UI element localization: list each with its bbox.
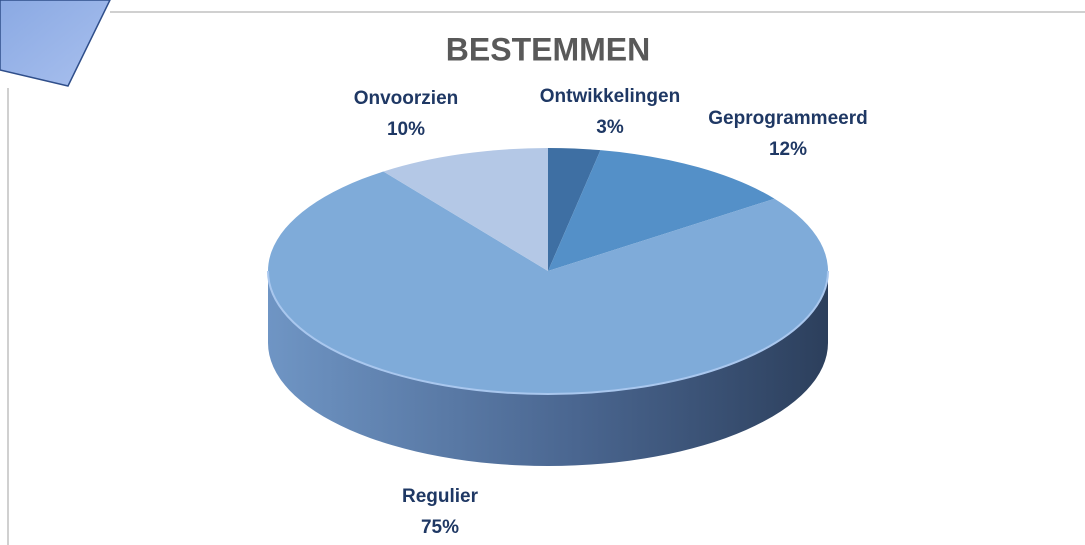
- data-label-value: 3%: [596, 117, 624, 138]
- decoration: [0, 0, 111, 87]
- data-label-name: Geprogrammeerd: [708, 108, 867, 129]
- data-label-name: Onvoorzien: [354, 88, 459, 109]
- rim-highlight: [267, 270, 829, 395]
- slice: [548, 150, 775, 271]
- slice-side: [268, 271, 828, 466]
- data-label-value: 75%: [421, 517, 459, 538]
- data-label-value: 12%: [769, 139, 807, 160]
- data-label-name: Regulier: [402, 486, 479, 507]
- chart-title: BESTEMMEN: [446, 31, 650, 67]
- slice: [383, 148, 548, 271]
- slice: [268, 171, 829, 394]
- data-label-value: 10%: [387, 119, 425, 140]
- data-label-name: Ontwikkelingen: [540, 86, 680, 107]
- slice: [548, 148, 601, 271]
